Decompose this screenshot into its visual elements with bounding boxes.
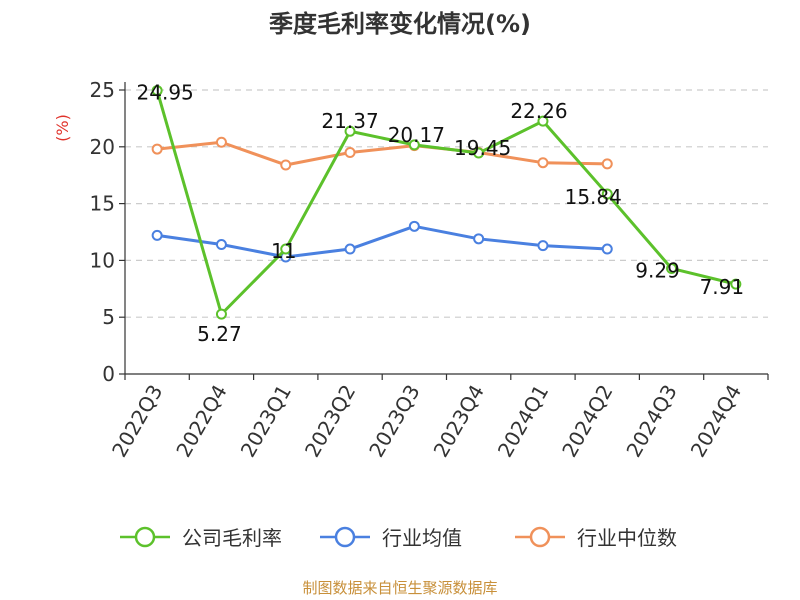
chart-title: 季度毛利率变化情况(%) xyxy=(269,10,531,38)
data-point xyxy=(344,243,356,255)
data-point xyxy=(473,233,485,245)
data-label: 5.27 xyxy=(197,322,242,346)
data-point xyxy=(280,159,292,171)
data-point xyxy=(408,220,420,232)
data-label: 20.17 xyxy=(388,123,445,147)
y-tick-label: 15 xyxy=(90,192,115,216)
series-line xyxy=(155,90,737,316)
data-label: 7.91 xyxy=(700,275,745,299)
source-note: 制图数据来自恒生聚源数据库 xyxy=(302,579,497,597)
legend-marker xyxy=(334,526,356,548)
x-tick-label: 2023Q4 xyxy=(429,381,489,462)
legend-label: 公司毛利率 xyxy=(182,526,282,550)
data-point xyxy=(344,146,356,158)
y-tick-label: 5 xyxy=(102,305,115,329)
data-point xyxy=(730,278,742,290)
data-point xyxy=(601,188,613,200)
x-tick-label: 2022Q4 xyxy=(171,381,231,462)
data-point xyxy=(537,157,549,169)
data-point xyxy=(215,136,227,148)
data-label: 9.29 xyxy=(635,258,680,282)
y-axis-unit: (%) xyxy=(53,114,72,142)
data-label: 11 xyxy=(271,239,296,263)
x-tick-label: 2023Q2 xyxy=(300,381,360,462)
legend-label: 行业中位数 xyxy=(577,526,677,550)
x-tick-label: 2022Q3 xyxy=(107,381,167,462)
axes xyxy=(119,82,769,380)
legend-item[interactable]: 行业均值 xyxy=(320,526,462,550)
data-point xyxy=(473,147,485,159)
x-tick-label: 2024Q1 xyxy=(493,381,553,462)
data-point xyxy=(151,229,163,241)
data-point xyxy=(537,115,549,127)
y-tick-label: 25 xyxy=(90,78,115,102)
y-tick-label: 20 xyxy=(90,135,115,159)
grid-lines xyxy=(125,89,768,318)
data-labels: 24.95 5.27 11 21.37 20.17 19.45 22.26 15.84 9.29… xyxy=(137,81,745,347)
data-point xyxy=(601,158,613,170)
data-point xyxy=(151,143,163,155)
series-group xyxy=(151,85,742,320)
x-tick-label: 2023Q1 xyxy=(236,381,296,462)
series-line xyxy=(156,140,608,167)
y-tick-label: 0 xyxy=(102,362,115,386)
data-point xyxy=(666,262,678,274)
data-point xyxy=(601,243,613,255)
legend-label: 行业均值 xyxy=(382,526,462,550)
data-label: 15.84 xyxy=(565,185,622,209)
legend-marker xyxy=(134,526,156,548)
legend-marker xyxy=(529,526,551,548)
data-point xyxy=(151,85,163,97)
y-tick-label: 10 xyxy=(90,248,115,272)
data-label: 21.37 xyxy=(321,109,378,133)
legend-item[interactable]: 行业中位数 xyxy=(515,526,677,550)
data-point xyxy=(215,308,227,320)
x-tick-label: 2024Q4 xyxy=(686,381,746,462)
data-point xyxy=(215,238,227,250)
data-point xyxy=(344,125,356,137)
data-point xyxy=(537,240,549,252)
data-label: 19.45 xyxy=(454,136,511,160)
legend-item[interactable]: 公司毛利率 xyxy=(120,526,282,550)
data-point xyxy=(408,139,420,151)
legend: 公司毛利率 行业均值 行业中位数 xyxy=(120,526,677,550)
x-tick-label: 2024Q2 xyxy=(557,381,617,462)
x-tick-label: 2024Q3 xyxy=(621,381,681,462)
data-point xyxy=(280,243,292,255)
x-tick-labels: 2022Q3 2022Q4 2023Q1 2023Q2 2023Q3 2023Q4 2024… xyxy=(107,381,746,462)
x-tick-label: 2023Q3 xyxy=(364,381,424,462)
data-label: 24.95 xyxy=(137,81,194,105)
data-label: 22.26 xyxy=(510,99,567,123)
series-line xyxy=(156,224,608,259)
y-tick-labels: 0 5 10 15 20 25 xyxy=(90,78,115,386)
